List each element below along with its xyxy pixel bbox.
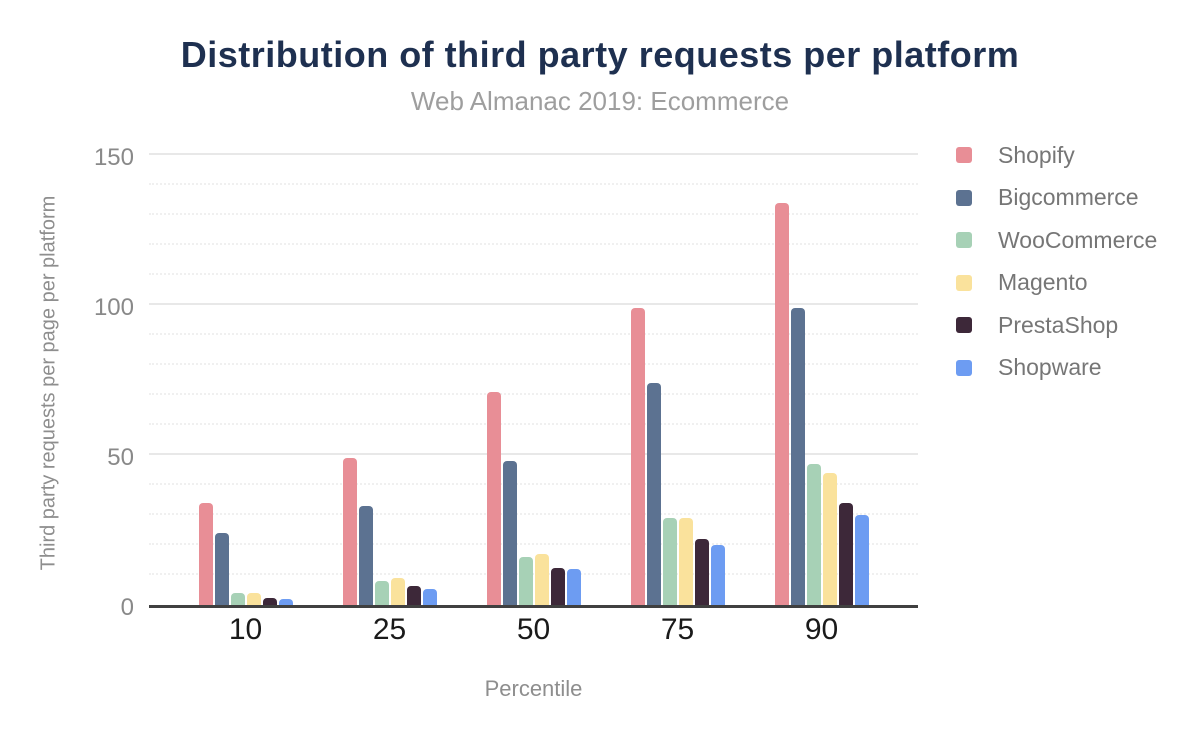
gridline-20 [149,543,918,545]
legend-label-bigcommerce: Bigcommerce [998,184,1139,210]
gridline-80 [149,363,918,365]
legend-item-shopware[interactable]: Shopware [956,356,1157,379]
gridline-40 [149,483,918,485]
legend-label-shopware: Shopware [998,354,1102,380]
bar-shopware-p75[interactable] [710,545,725,605]
legend-item-magento[interactable]: Magento [956,271,1157,294]
x-tick-50: 50 [516,613,551,646]
bar-woocommerce-p25[interactable] [374,581,389,605]
gridline-130 [149,213,918,215]
gridline-70 [149,393,918,395]
legend-swatch-shopware [956,359,972,376]
y-tick-150: 150 [93,144,134,171]
legend-swatch-bigcommerce [956,189,972,206]
bar-shopify-p50[interactable] [486,392,501,605]
bar-prestashop-p50[interactable] [550,567,565,605]
bar-shopify-p90[interactable] [774,203,789,605]
chart-subtitle: Web Almanac 2019: Ecommerce [410,86,790,116]
y-axis-title: Third party requests per page per platfo… [37,195,60,571]
gridline-60 [149,423,918,425]
bar-magento-p75[interactable] [678,518,693,605]
bar-magento-p25[interactable] [390,578,405,605]
bar-group-p25 [342,458,437,605]
bar-woocommerce-p10[interactable] [230,593,245,605]
bar-woocommerce-p90[interactable] [806,464,821,605]
bar-bigcommerce-p25[interactable] [358,506,373,605]
bar-shopware-p50[interactable] [566,569,581,605]
legend-label-magento: Magento [998,269,1088,295]
bar-woocommerce-p50[interactable] [518,557,533,605]
bar-shopware-p90[interactable] [854,515,869,605]
bar-group-p10 [198,503,293,605]
gridline-150 [149,153,918,155]
bar-prestashop-p90[interactable] [838,503,853,605]
legend-item-shopify[interactable]: Shopify [956,143,1157,166]
bar-shopify-p10[interactable] [198,503,213,605]
gridline-30 [149,513,918,515]
bar-prestashop-p10[interactable] [262,597,277,605]
legend-item-woocommerce[interactable]: WooCommerce [956,228,1157,251]
legend-label-woocommerce: WooCommerce [998,226,1158,253]
bar-prestashop-p75[interactable] [694,539,709,605]
bar-group-p75 [630,308,725,605]
bar-magento-p50[interactable] [534,554,549,605]
legend-swatch-woocommerce [956,232,972,248]
bar-bigcommerce-p75[interactable] [646,383,661,605]
gridline-120 [149,243,918,245]
legend-item-bigcommerce[interactable]: Bigcommerce [956,186,1157,209]
legend-swatch-shopify [956,147,972,163]
x-tick-10: 10 [228,613,263,646]
x-tick-90: 90 [804,613,839,646]
legend: Shopify Bigcommerce WooCommerce Magento Pres… [956,143,1157,402]
y-tick-50: 50 [107,444,134,471]
bar-shopware-p10[interactable] [278,599,293,605]
bar-group-p50 [486,392,581,605]
bar-bigcommerce-p90[interactable] [790,308,805,605]
chart-title: Distribution of third party requests per… [180,34,1020,75]
bar-magento-p10[interactable] [246,593,261,605]
legend-label-shopify: Shopify [998,141,1075,168]
bar-shopware-p25[interactable] [422,588,437,605]
legend-label-prestashop: PrestaShop [998,311,1119,338]
legend-swatch-prestashop [956,317,972,333]
x-tick-75: 75 [660,613,695,646]
gridline-90 [149,333,918,335]
gridline-10 [149,573,918,575]
bar-group-p90 [774,203,869,605]
bar-bigcommerce-p10[interactable] [214,533,229,605]
x-axis-title: Percentile [484,676,583,701]
y-tick-0: 0 [120,594,134,621]
legend-swatch-magento [956,274,972,291]
gridline-100 [149,303,918,305]
gridline-50 [149,453,918,455]
bar-shopify-p25[interactable] [342,458,357,605]
y-tick-100: 100 [93,294,134,321]
plot-area [149,153,918,608]
gridline-110 [149,273,918,275]
bar-bigcommerce-p50[interactable] [502,461,517,605]
x-tick-25: 25 [372,613,407,646]
gridline-140 [149,183,918,185]
bar-woocommerce-p75[interactable] [662,518,677,605]
bar-shopify-p75[interactable] [630,308,645,605]
bar-prestashop-p25[interactable] [406,585,421,605]
bar-magento-p90[interactable] [822,473,837,605]
legend-item-prestashop[interactable]: PrestaShop [956,313,1157,336]
